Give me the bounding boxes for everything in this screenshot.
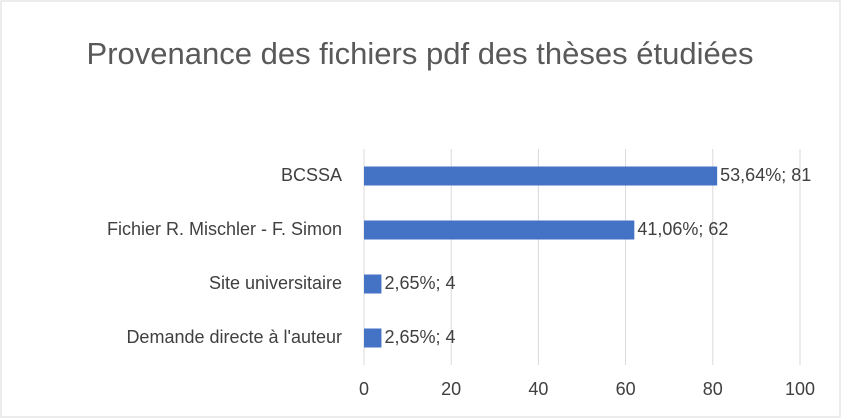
bar [364,328,382,348]
data-label: 2,65%; 4 [384,327,455,347]
bar [364,166,718,186]
bar [364,220,635,240]
data-label: 41,06%; 62 [637,219,728,239]
data-label: 53,64%; 81 [720,165,811,185]
y-tick-label: Site universitaire [209,273,342,293]
chart-title: Provenance des fichiers pdf des thèses é… [86,36,754,71]
x-tick-label: 0 [359,379,369,399]
x-tick-label: 20 [441,379,461,399]
x-tick-label: 40 [528,379,548,399]
bar [364,274,382,294]
x-tick-label: 80 [703,379,723,399]
x-tick-label: 60 [616,379,636,399]
data-label: 2,65%; 4 [384,273,455,293]
y-tick-label: BCSSA [281,165,342,185]
y-tick-label: Fichier R. Mischler - F. Simon [107,219,342,239]
y-tick-label: Demande directe à l'auteur [126,327,342,347]
x-tick-label: 100 [785,379,815,399]
